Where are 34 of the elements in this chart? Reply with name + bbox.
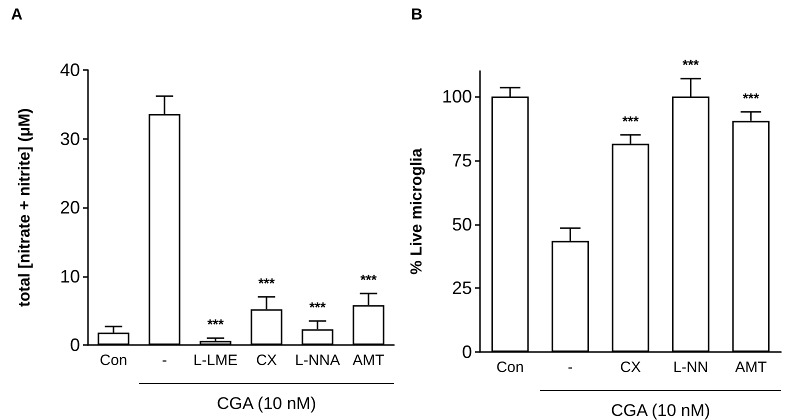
x-tick-label: Con xyxy=(100,352,128,369)
y-tick-label: 20 xyxy=(60,198,80,218)
x-tick-label: AMT xyxy=(735,359,767,376)
x-tick-label: L-NN xyxy=(673,359,708,376)
y-tick-label: 30 xyxy=(60,128,80,149)
y-tick-label: 0 xyxy=(70,335,80,355)
x-tick-label: - xyxy=(162,352,167,369)
x-tick-label: CX xyxy=(256,352,277,369)
x-tick-label: L-LME xyxy=(193,352,238,369)
chart-title: B xyxy=(411,6,423,24)
y-tick-label: 25 xyxy=(452,278,472,298)
y-tick-label: 0 xyxy=(462,342,472,362)
annotation: *** xyxy=(360,271,378,288)
y-tick-label: 75 xyxy=(452,150,472,170)
annotation: *** xyxy=(742,90,760,106)
x-axis-title: CGA (10 nM) xyxy=(611,401,710,420)
x-tick-label: L-NNA xyxy=(294,352,340,369)
y-tick-label: 10 xyxy=(60,266,80,286)
chart-title: A xyxy=(11,6,23,24)
annotation: *** xyxy=(682,56,700,73)
y-tick-label: 100 xyxy=(442,86,472,107)
annotation: *** xyxy=(309,298,326,315)
y-tick-label: 40 xyxy=(60,60,80,80)
x-tick-label: CX xyxy=(620,359,641,376)
y-tick-label: 50 xyxy=(452,214,472,234)
x-tick-label: - xyxy=(568,359,573,376)
annotation: *** xyxy=(258,274,276,291)
x-tick-label: Con xyxy=(496,359,524,376)
x-axis-title: CGA (10 nM) xyxy=(216,394,316,413)
annotation: *** xyxy=(622,112,640,129)
y-axis-title: % Live microglia xyxy=(408,148,426,275)
annotation: *** xyxy=(207,316,224,332)
y-axis-title: total [nitrate + nitrite] (μM) xyxy=(16,108,34,307)
x-tick-label: AMT xyxy=(352,352,384,369)
